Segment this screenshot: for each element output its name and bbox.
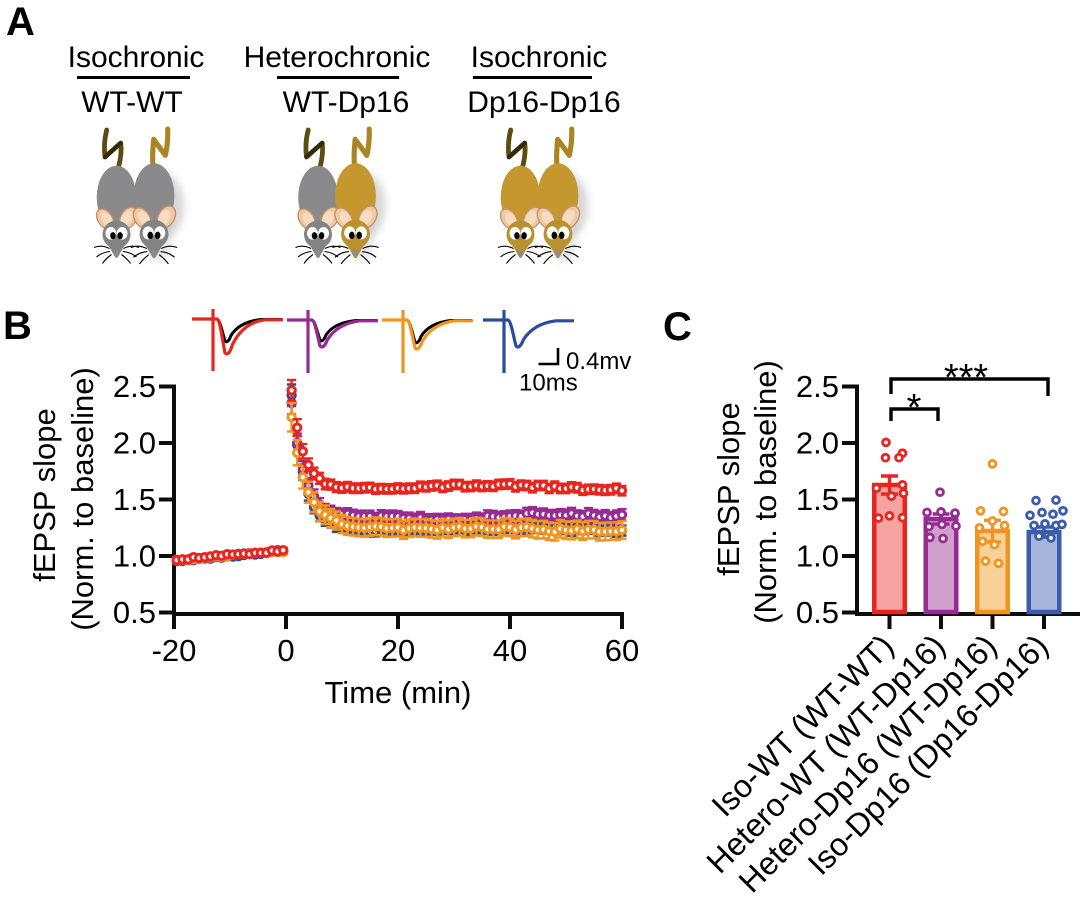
svg-text:0.5: 0.5 xyxy=(796,595,839,630)
svg-text:(Norm. to baseline): (Norm. to baseline) xyxy=(65,367,100,631)
svg-text:Isochronic: Isochronic xyxy=(471,41,608,74)
svg-text:2.5: 2.5 xyxy=(113,369,156,404)
svg-text:1.5: 1.5 xyxy=(113,482,156,517)
svg-text:Dp16-Dp16: Dp16-Dp16 xyxy=(467,86,620,119)
svg-text:WT-WT: WT-WT xyxy=(81,86,183,119)
svg-text:Isochronic: Isochronic xyxy=(68,41,205,74)
svg-text:fEPSP slope: fEPSP slope xyxy=(711,402,746,575)
svg-text:40: 40 xyxy=(493,633,527,668)
svg-text:1.5: 1.5 xyxy=(796,482,839,517)
svg-text:0: 0 xyxy=(277,633,294,668)
svg-text:2.5: 2.5 xyxy=(796,369,839,404)
svg-text:fEPSP slope: fEPSP slope xyxy=(27,408,62,581)
svg-text:60: 60 xyxy=(605,633,639,668)
svg-text:1.0: 1.0 xyxy=(113,539,156,574)
svg-text:1.0: 1.0 xyxy=(796,539,839,574)
svg-text:***: *** xyxy=(944,357,989,399)
svg-text:B: B xyxy=(3,304,32,348)
svg-text:2.0: 2.0 xyxy=(796,426,839,461)
svg-text:*: * xyxy=(907,387,922,429)
svg-text:2.0: 2.0 xyxy=(113,426,156,461)
svg-text:(Norm. to baseline): (Norm. to baseline) xyxy=(748,360,783,624)
svg-text:C: C xyxy=(663,305,692,349)
svg-text:A: A xyxy=(6,0,35,44)
svg-text:20: 20 xyxy=(381,633,415,668)
svg-text:Time (min): Time (min) xyxy=(325,675,472,710)
svg-text:-20: -20 xyxy=(152,633,197,668)
svg-text:Heterochronic: Heterochronic xyxy=(244,41,431,74)
svg-text:0.5: 0.5 xyxy=(113,595,156,630)
svg-text:0.4mv: 0.4mv xyxy=(566,348,631,375)
svg-text:10ms: 10ms xyxy=(519,370,578,397)
svg-text:WT-Dp16: WT-Dp16 xyxy=(283,86,410,119)
